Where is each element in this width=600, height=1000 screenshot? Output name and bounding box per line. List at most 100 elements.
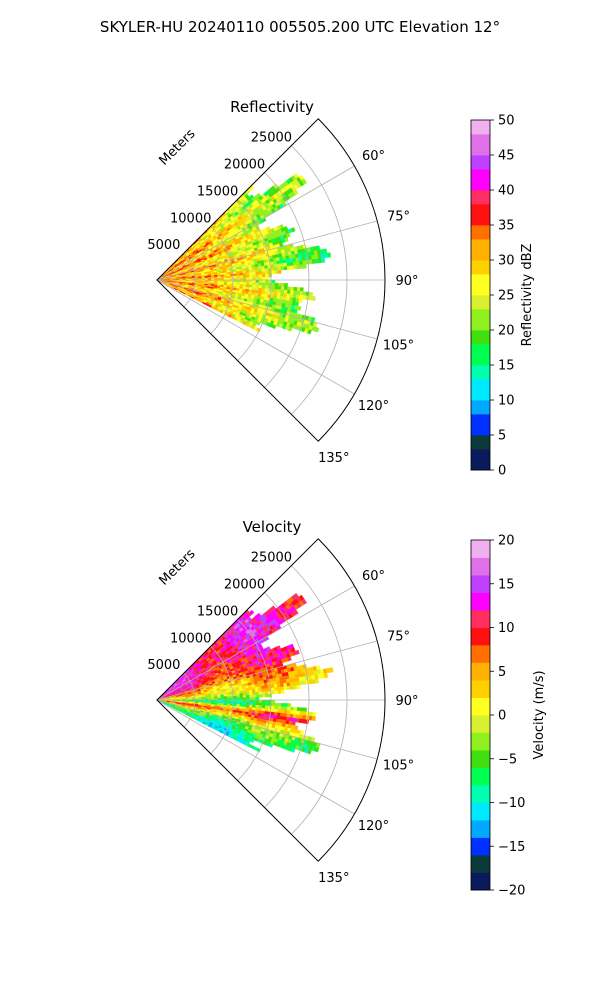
reflectivity-data-cell	[249, 282, 253, 286]
reflectivity-data-cell	[307, 329, 312, 335]
velocity-data-cell	[270, 684, 275, 689]
reflectivity-data-cell	[280, 263, 285, 268]
velocity-angle-tick-label: 135°	[318, 871, 349, 886]
reflectivity-data-cell	[265, 276, 269, 281]
velocity-colorbar-tick-label: −15	[498, 840, 525, 855]
reflectivity-data-cell	[233, 273, 237, 277]
reflectivity-data-cell	[270, 291, 275, 296]
reflectivity-data-cell	[293, 189, 299, 196]
velocity-data-cell	[271, 702, 276, 707]
reflectivity-data-cell	[258, 282, 263, 286]
reflectivity-data-cell	[321, 257, 326, 263]
reflectivity-data-cell	[226, 274, 231, 277]
reflectivity-colorbar-band	[471, 120, 490, 135]
velocity-data-cell	[262, 699, 266, 703]
reflectivity-data-cell	[287, 326, 293, 332]
velocity-data-cell	[252, 694, 256, 698]
velocity-data-cell	[277, 686, 282, 691]
reflectivity-data-cell	[274, 270, 279, 274]
velocity-data-cell	[270, 681, 275, 686]
reflectivity-data-cell	[210, 276, 215, 279]
velocity-data-cell	[255, 705, 260, 709]
velocity-colorbar-strips	[471, 540, 490, 891]
velocity-angle-tick-label: 90°	[395, 694, 418, 709]
velocity-data-cell	[258, 699, 263, 703]
reflectivity-angle-tick-label: 75°	[387, 209, 410, 224]
reflectivity-data-cell	[286, 232, 291, 238]
velocity-colorbar-tick-label: −10	[498, 796, 525, 811]
reflectivity-data-cell	[261, 268, 266, 272]
velocity-colorbar-band	[471, 855, 490, 873]
reflectivity-colorbar-band	[471, 295, 490, 310]
reflectivity-data-cell	[280, 289, 285, 294]
reflectivity-data-cell	[236, 273, 240, 276]
figure-title: SKYLER-HU 20240110 005505.200 UTC Elevat…	[100, 18, 500, 36]
velocity-data-cell	[214, 696, 218, 699]
velocity-data-cell	[277, 709, 282, 714]
velocity-data-cell	[248, 689, 253, 693]
velocity-data-cell	[277, 690, 282, 694]
velocity-data-cell	[280, 686, 285, 691]
reflectivity-data-cell	[271, 267, 275, 272]
reflectivity-data-cell	[274, 286, 279, 290]
velocity-data-cell	[271, 690, 275, 695]
reflectivity-colorbar-band	[471, 204, 490, 226]
reflectivity-data-cell	[297, 305, 302, 311]
reflectivity-data-cell	[242, 284, 247, 288]
velocity-data-cell	[277, 706, 282, 710]
velocity-data-cell	[252, 704, 256, 708]
velocity-data-cell	[287, 703, 292, 708]
reflectivity-colorbar: 0 5 10 15 20 25 30 35 40 45 50 Reflectivity dBZ	[470, 114, 535, 479]
velocity-data-cell	[290, 706, 295, 711]
velocity-colorbar-band	[471, 540, 490, 558]
reflectivity-data-cell	[246, 275, 250, 278]
reflectivity-data-cell	[252, 272, 256, 276]
reflectivity-data-cell	[290, 286, 295, 291]
reflectivity-data-cell	[290, 227, 296, 233]
reflectivity-data-cell	[311, 296, 316, 301]
reflectivity-data-cell	[281, 283, 285, 287]
reflectivity-data-cell	[255, 271, 260, 275]
reflectivity-data-cell	[265, 279, 269, 284]
velocity-data-cell	[255, 689, 259, 693]
velocity-colorbar-band	[471, 627, 490, 646]
velocity-data-cell	[236, 701, 241, 705]
velocity-colorbar-label: Velocity (m/s)	[532, 670, 547, 759]
reflectivity-data-cell	[286, 262, 291, 267]
velocity-data-cell	[265, 702, 269, 706]
velocity-data-cell	[210, 696, 215, 699]
reflectivity-colorbar-band	[471, 379, 490, 401]
reflectivity-data-cell	[289, 293, 294, 299]
reflectivity-data-cell	[258, 287, 263, 292]
reflectivity-data-cell	[261, 265, 266, 270]
velocity-data-cell	[299, 711, 304, 716]
reflectivity-angle-tick-label: 90°	[395, 274, 418, 289]
reflectivity-data-cell	[242, 275, 247, 278]
reflectivity-data-cell	[214, 276, 218, 279]
velocity-data-cell	[303, 707, 307, 712]
reflectivity-data-cell	[294, 301, 299, 307]
velocity-data-cell	[233, 693, 237, 697]
reflectivity-data-cell	[276, 260, 281, 265]
velocity-data-cell	[264, 691, 269, 695]
reflectivity-data-cell	[271, 282, 276, 287]
velocity-data-cell	[252, 692, 256, 696]
reflectivity-data-cell	[293, 287, 298, 292]
velocity-data-cell	[258, 688, 263, 693]
velocity-data-cell	[273, 680, 278, 685]
reflectivity-colorbar-band	[471, 330, 490, 345]
velocity-data-cell	[286, 710, 291, 715]
velocity-data-cell	[299, 707, 304, 712]
velocity-data-cell	[261, 688, 266, 692]
velocity-data-cell	[223, 694, 228, 697]
velocity-colorbar-tick-label: −20	[498, 884, 525, 899]
velocity-data-cell	[296, 710, 301, 716]
reflectivity-data-cell	[258, 279, 263, 283]
velocity-angle-tick-label: 105°	[383, 759, 414, 774]
velocity-data-cell	[261, 685, 266, 690]
reflectivity-data-cell	[295, 261, 300, 266]
reflectivity-data-cell	[286, 265, 291, 270]
velocity-data-cell	[239, 695, 244, 698]
velocity-data-cell	[245, 690, 250, 694]
